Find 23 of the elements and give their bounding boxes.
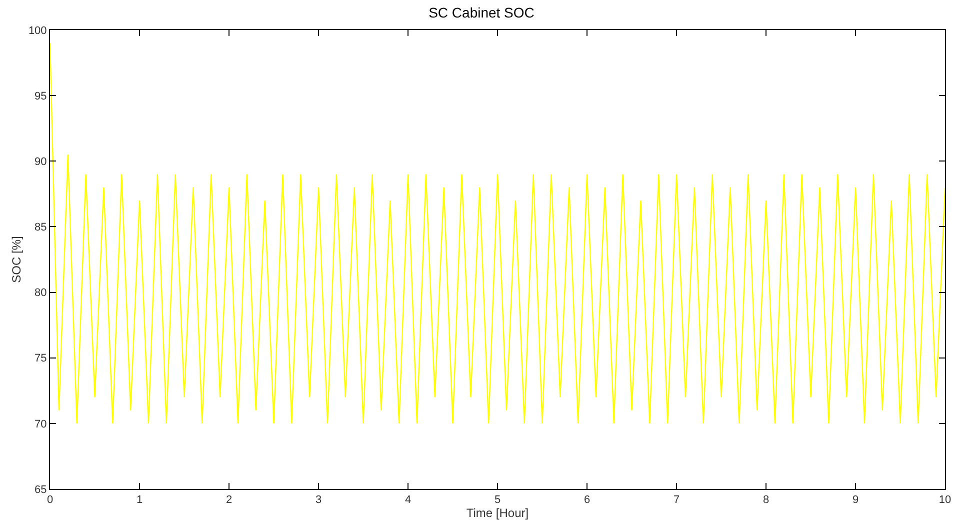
x-tick-label: 0: [46, 494, 54, 506]
x-tick-label: 7: [673, 494, 680, 506]
x-tick-label: 1: [136, 494, 143, 506]
y-tick-label: 100: [28, 24, 47, 37]
x-axis-title: Time [Hour]: [466, 506, 529, 520]
y-tick-label: 70: [34, 418, 47, 430]
y-tick-label: 80: [34, 287, 47, 300]
y-tick-label: 65: [34, 484, 47, 496]
y-tick-label: 95: [34, 90, 47, 102]
x-tick-label: 8: [762, 494, 770, 506]
y-tick-label: 90: [34, 156, 47, 168]
y-tick-label: 85: [34, 222, 47, 234]
x-tick-label: 4: [404, 494, 412, 506]
y-tick-label: 75: [34, 352, 47, 365]
x-tick-label: 10: [938, 494, 952, 506]
y-axis-title: SOC [%]: [10, 236, 24, 283]
x-tick-label: 5: [494, 494, 501, 506]
x-tick-label: 2: [226, 494, 232, 506]
x-tick-label: 6: [584, 494, 590, 506]
chart-title: SC Cabinet SOC: [428, 4, 534, 21]
line-series: [50, 42, 945, 424]
x-tick-label: 9: [852, 494, 859, 506]
x-tick-label: 3: [315, 494, 322, 506]
